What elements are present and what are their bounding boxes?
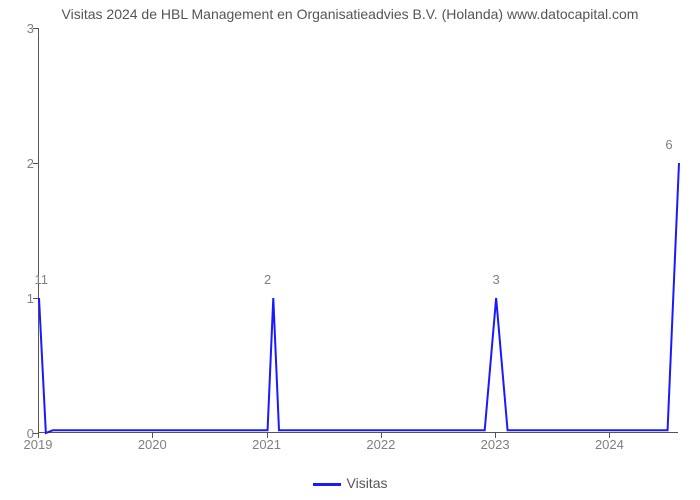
x-tick	[381, 433, 382, 438]
y-tick	[33, 298, 38, 299]
chart-container: Visitas 2024 de HBL Management en Organi…	[0, 0, 700, 500]
visits-line	[39, 163, 679, 433]
x-tick	[152, 433, 153, 438]
x-tick-label: 2023	[465, 437, 525, 452]
x-tick	[267, 433, 268, 438]
x-tick-label: 2021	[237, 437, 297, 452]
y-tick-label: 2	[10, 156, 34, 171]
point-label: 2	[264, 272, 271, 287]
x-tick	[609, 433, 610, 438]
legend: Visitas	[0, 475, 700, 491]
legend-swatch	[313, 483, 341, 486]
point-label: 6	[665, 137, 672, 152]
legend-label: Visitas	[347, 475, 388, 491]
plot-area: 11 2 3 6	[38, 28, 678, 433]
x-tick-label: 2020	[122, 437, 182, 452]
x-tick-label: 2024	[579, 437, 639, 452]
y-tick-label: 3	[10, 21, 34, 36]
point-label: 11	[35, 272, 49, 287]
x-tick	[38, 433, 39, 438]
x-tick-label: 2022	[351, 437, 411, 452]
point-label: 3	[493, 272, 500, 287]
chart-title: Visitas 2024 de HBL Management en Organi…	[0, 6, 700, 22]
y-tick	[33, 28, 38, 29]
x-tick	[495, 433, 496, 438]
y-tick	[33, 163, 38, 164]
x-tick-label: 2019	[8, 437, 68, 452]
line-series: 11236	[39, 28, 679, 433]
y-tick-label: 1	[10, 291, 34, 306]
